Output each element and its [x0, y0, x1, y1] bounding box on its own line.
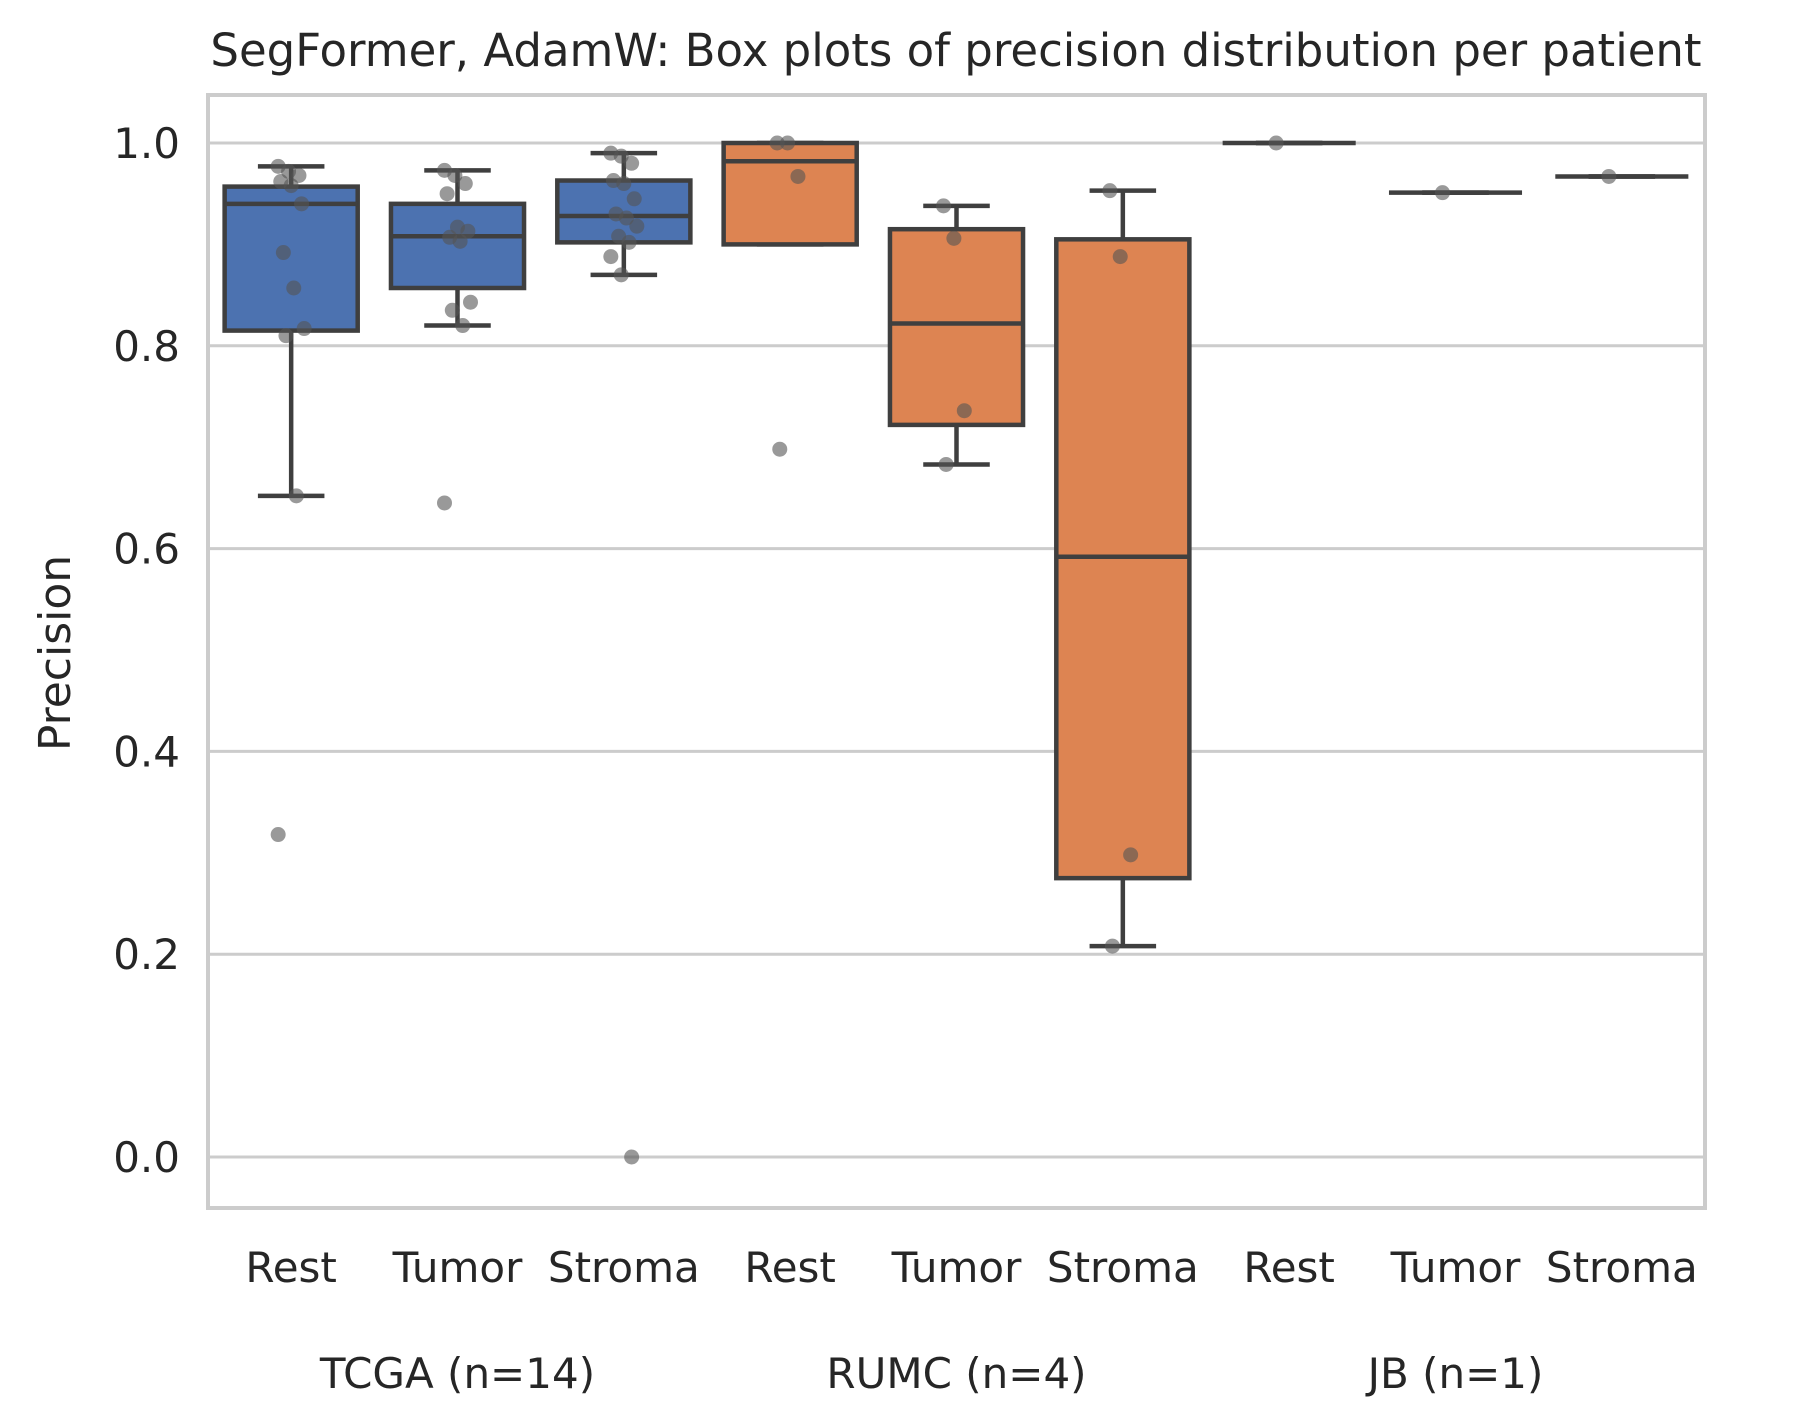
- y-tick-label: 1.0: [113, 119, 180, 168]
- box-rumc-tumor: [887, 203, 1026, 467]
- data-point: [772, 441, 788, 457]
- y-tick-labels: 0.0 0.2 0.4 0.6 0.8 1.0: [113, 119, 180, 1182]
- y-tick-label: 0.6: [113, 525, 180, 574]
- x-tick-label: Rest: [744, 1243, 836, 1292]
- x-tick-labels: Rest Tumor Stroma Rest Tumor Stroma Rest Tumor S…: [245, 1243, 1697, 1292]
- data-point: [1102, 183, 1118, 199]
- data-point: [457, 176, 473, 192]
- data-point: [936, 198, 951, 214]
- data-point: [455, 318, 471, 334]
- data-point: [278, 328, 294, 344]
- data-point: [463, 294, 478, 310]
- data-point: [270, 827, 286, 843]
- data-point: [286, 280, 302, 296]
- data-point: [956, 403, 972, 419]
- box-body: [721, 140, 859, 247]
- group-label: RUMC (n=4): [826, 1349, 1086, 1398]
- box-rumc-rest: [721, 140, 859, 247]
- data-point: [291, 167, 307, 183]
- data-point: [621, 234, 637, 250]
- data-point: [1104, 938, 1120, 954]
- y-tick-label: 0.2: [113, 930, 180, 979]
- x-tick-label: Stroma: [1047, 1243, 1199, 1292]
- data-point: [629, 218, 645, 234]
- box-layer: [222, 140, 1689, 949]
- x-tick-label: Rest: [1243, 1243, 1335, 1292]
- box-body: [887, 226, 1026, 428]
- x-tick-label: Rest: [245, 1243, 337, 1292]
- data-point: [780, 135, 796, 151]
- box-body: [222, 184, 360, 333]
- data-point: [460, 223, 476, 239]
- plot-frame: [206, 93, 1707, 1210]
- data-point: [613, 267, 629, 283]
- data-point: [626, 191, 642, 207]
- data-point: [1123, 847, 1139, 863]
- group-labels: TCGA (n=14) RUMC (n=4) JB (n=1): [319, 1349, 1544, 1398]
- data-point: [603, 249, 619, 265]
- x-tick-label: Tumor: [891, 1243, 1023, 1292]
- data-point: [444, 302, 460, 318]
- data-point: [439, 186, 455, 202]
- data-point: [1435, 185, 1450, 201]
- chart-title: SegFormer, AdamW: Box plots of precision…: [210, 24, 1701, 77]
- x-tick-label: Stroma: [1546, 1243, 1698, 1292]
- data-point: [283, 178, 299, 194]
- y-tick-label: 0.0: [113, 1133, 180, 1182]
- data-point: [1112, 249, 1128, 265]
- data-point: [938, 456, 954, 472]
- data-point: [1268, 135, 1284, 151]
- data-point: [624, 1149, 640, 1165]
- data-point: [624, 155, 640, 171]
- y-axis-label: Precision: [30, 555, 81, 751]
- x-tick-label: Stroma: [548, 1243, 700, 1292]
- data-point: [288, 488, 304, 504]
- data-point: [790, 168, 806, 184]
- data-point: [437, 495, 452, 511]
- grid-layer: [208, 141, 1705, 1159]
- group-label: TCGA (n=14): [319, 1349, 595, 1398]
- data-point: [275, 245, 291, 261]
- group-label: JB (n=1): [1365, 1349, 1544, 1398]
- x-tick-label: Tumor: [392, 1243, 524, 1292]
- box-rumc-stroma: [1054, 188, 1192, 949]
- y-tick-label: 0.4: [113, 727, 180, 776]
- data-point: [294, 196, 310, 212]
- point-layer: [270, 135, 1617, 1165]
- x-tick-label: Tumor: [1390, 1243, 1522, 1292]
- y-tick-label: 0.8: [113, 322, 180, 371]
- data-point: [616, 176, 632, 192]
- data-point: [296, 321, 312, 337]
- data-point: [452, 233, 468, 249]
- data-point: [769, 135, 785, 151]
- data-point: [1601, 168, 1617, 184]
- data-point: [618, 210, 634, 226]
- data-point: [946, 230, 962, 246]
- data-point: [447, 167, 463, 183]
